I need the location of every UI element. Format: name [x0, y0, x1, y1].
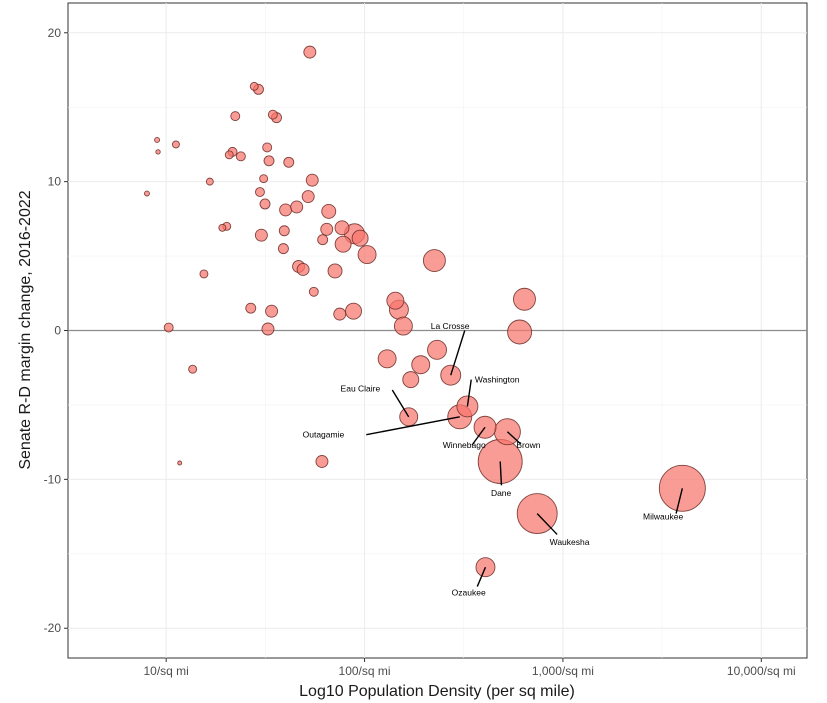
- data-point: [262, 142, 273, 153]
- x-axis-title: Log10 Population Density (per sq mile): [299, 683, 575, 700]
- y-tick-label: 10: [48, 175, 62, 189]
- data-point: [267, 109, 278, 120]
- x-tick-label: 100/sq mi: [339, 664, 391, 678]
- data-point: [345, 302, 362, 320]
- annotation-leader-line: [366, 416, 460, 436]
- data-point: [321, 203, 337, 219]
- data-point: [296, 263, 310, 276]
- annotation-leader-line: [536, 513, 558, 535]
- x-tick-label: 10,000/sq mi: [727, 664, 796, 678]
- data-point: [263, 155, 275, 167]
- data-point: [427, 339, 447, 360]
- annotation-leader-line: [499, 461, 503, 486]
- data-point: [377, 349, 397, 369]
- annotation-label: Eau Claire: [341, 384, 381, 394]
- data-point: [254, 228, 268, 242]
- data-point: [261, 322, 275, 336]
- data-point: [259, 174, 269, 184]
- data-point: [351, 229, 369, 247]
- data-point: [278, 225, 290, 237]
- annotation-label: Brown: [516, 440, 540, 450]
- x-tick-label: 1,000/sq mi: [532, 664, 594, 678]
- annotation-leader-line: [471, 426, 486, 446]
- annotation-label: La Crosse: [431, 321, 470, 331]
- data-point: [254, 187, 265, 198]
- data-point: [303, 45, 317, 59]
- data-point: [357, 245, 377, 265]
- data-point: [163, 322, 174, 333]
- annotation-label: Winnebago: [443, 440, 486, 450]
- data-point: [249, 81, 259, 91]
- annotation-label: Washington: [475, 375, 520, 385]
- data-point: [235, 151, 246, 162]
- data-point: [245, 302, 257, 314]
- data-point: [317, 234, 329, 246]
- annotation-leader-line: [450, 330, 466, 376]
- annotation-leader-line: [506, 431, 521, 445]
- annotation-label: Ozaukee: [452, 588, 486, 598]
- data-point: [205, 177, 214, 186]
- data-point: [402, 371, 420, 389]
- data-point: [265, 304, 279, 318]
- annotation-label: Milwaukee: [643, 512, 683, 522]
- y-tick-label: -20: [44, 621, 62, 635]
- data-point: [290, 200, 304, 214]
- data-point: [277, 243, 289, 255]
- y-axis-ticks: -20 -10 0 10 20: [44, 26, 68, 635]
- y-axis-title: Senate R-D margin change, 2016-2022: [17, 190, 34, 469]
- data-point: [283, 156, 295, 168]
- data-point: [143, 190, 150, 197]
- data-point: [224, 150, 234, 160]
- data-point: [218, 223, 227, 232]
- annotation-label: Dane: [491, 488, 512, 498]
- data-point: [230, 111, 241, 122]
- data-point: [171, 140, 180, 149]
- y-tick-label: 20: [48, 26, 62, 40]
- data-point: [422, 249, 446, 272]
- data-point: [513, 287, 536, 311]
- x-tick-label: 10/sq mi: [143, 664, 188, 678]
- data-point: [188, 364, 198, 374]
- data-point: [393, 316, 413, 336]
- data-point: [279, 203, 293, 217]
- data-point: [386, 291, 405, 310]
- data-point: [507, 319, 533, 345]
- annotation-layer: La Crosse Washington Eau Claire Outagamie Wi…: [303, 321, 684, 597]
- annotation-leader-line: [466, 379, 472, 407]
- data-point: [301, 190, 315, 203]
- data-point: [259, 198, 271, 210]
- annotation-label: Waukesha: [550, 537, 590, 547]
- data-point: [334, 220, 350, 236]
- data-point: [334, 235, 352, 253]
- data-point: [308, 286, 319, 297]
- data-point: [320, 222, 334, 236]
- data-point: [327, 263, 343, 279]
- data-point: [411, 355, 431, 375]
- data-point: [155, 149, 161, 155]
- data-point: [199, 269, 209, 279]
- annotation-leader-line: [476, 566, 487, 587]
- annotation-leader-line: [675, 488, 684, 514]
- data-point: [333, 307, 347, 321]
- y-tick-label: -10: [44, 472, 62, 486]
- data-point: [154, 137, 161, 143]
- data-point: [177, 460, 183, 466]
- annotation-label: Outagamie: [303, 430, 345, 440]
- data-point: [305, 173, 319, 187]
- annotation-leader-line: [391, 389, 410, 418]
- y-tick-label: 0: [54, 324, 61, 338]
- data-point: [315, 455, 329, 468]
